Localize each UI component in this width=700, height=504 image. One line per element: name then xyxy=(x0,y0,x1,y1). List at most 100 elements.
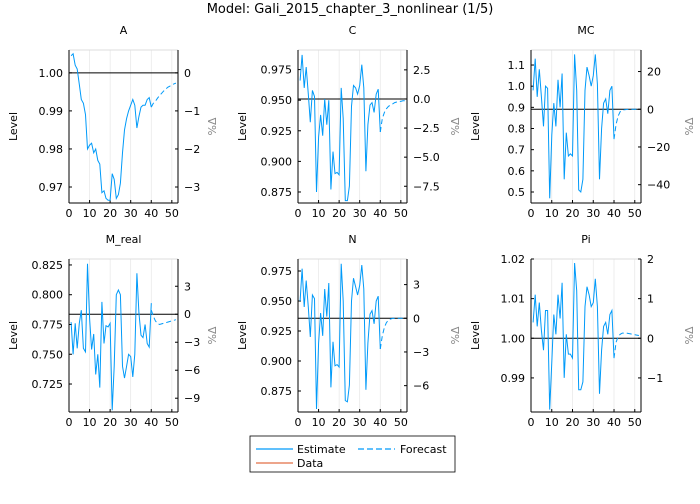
forecast-line xyxy=(613,332,639,359)
x-tick-label: 30 xyxy=(353,416,367,429)
estimate-line xyxy=(70,52,152,201)
x-tick-label: 10 xyxy=(312,416,326,429)
y2-axis-label: %Δ xyxy=(683,117,696,135)
forecast-line xyxy=(379,100,405,133)
y-tick-label: 1.00 xyxy=(501,332,526,345)
y-tick-label: 0.9 xyxy=(508,101,526,114)
subplot-title: N xyxy=(348,233,356,246)
x-tick-label: 30 xyxy=(124,207,138,220)
y2-tick-label: −6 xyxy=(184,364,200,377)
y-axis-label: Level xyxy=(236,112,249,141)
y-tick-label: 1.0 xyxy=(508,80,526,93)
y-tick-label: 0.800 xyxy=(32,289,64,302)
x-tick-label: 20 xyxy=(332,416,346,429)
y2-tick-label: 0 xyxy=(647,103,654,116)
y2-tick-label: 3 xyxy=(184,280,191,293)
x-tick-label: 0 xyxy=(295,416,302,429)
y2-tick-label: −1 xyxy=(647,372,663,385)
subplot-mc: MC 0 10 20 30 40 50 0.5 0.6 0.7 0.8 0.9 1.0 1.1 20 0 −20… xyxy=(469,24,696,220)
y-tick-label: 0.6 xyxy=(508,165,526,178)
y2-tick-label: 0 xyxy=(184,308,191,321)
y-tick-label: 0.950 xyxy=(261,94,293,107)
forecast-line xyxy=(379,317,405,350)
y-tick-label: 0.97 xyxy=(39,181,64,194)
subplot-c: C 0 10 20 30 40 50 0.875 0.900 0.925 0.950 0.975 2.5… xyxy=(236,24,462,220)
x-tick-label: 50 xyxy=(394,416,408,429)
forecast-line xyxy=(613,108,639,140)
y-axis-label: Level xyxy=(7,321,20,350)
legend-box xyxy=(249,435,456,473)
y-tick-label: 0.900 xyxy=(261,355,293,368)
y2-tick-label: 2 xyxy=(647,253,654,266)
y-axis-label: Level xyxy=(7,112,20,141)
y2-tick-label: −9 xyxy=(184,392,200,405)
x-tick-label: 30 xyxy=(586,207,600,220)
x-tick-label: 10 xyxy=(312,207,326,220)
y-tick-label: 0.8 xyxy=(508,123,526,136)
y2-axis-label: %Δ xyxy=(206,326,219,344)
y2-tick-label: −6 xyxy=(413,380,429,393)
y-tick-label: 1.02 xyxy=(501,253,526,266)
y-tick-label: 1.1 xyxy=(508,59,526,72)
x-tick-label: 0 xyxy=(295,207,302,220)
estimate-line xyxy=(70,263,152,411)
y-axis-label: Level xyxy=(236,321,249,350)
y2-tick-label: −3 xyxy=(184,181,200,194)
y-axis-label: Level xyxy=(469,321,482,350)
x-tick-label: 10 xyxy=(83,207,97,220)
x-tick-label: 30 xyxy=(353,207,367,220)
x-tick-label: 30 xyxy=(586,416,600,429)
x-tick-label: 40 xyxy=(607,416,621,429)
subplot-title: A xyxy=(120,24,128,37)
y-tick-label: 0.5 xyxy=(508,186,526,199)
y-tick-label: 0.900 xyxy=(261,155,293,168)
y2-tick-label: 0 xyxy=(647,332,654,345)
estimate-line xyxy=(532,262,615,410)
y2-tick-label: −7.5 xyxy=(413,180,440,193)
y2-tick-label: −5.0 xyxy=(413,151,440,164)
x-tick-label: 50 xyxy=(165,416,179,429)
x-tick-label: 40 xyxy=(144,207,158,220)
x-tick-label: 40 xyxy=(373,416,387,429)
y2-tick-label: −20 xyxy=(647,141,670,154)
subplot-n: N0 10 20 30 40 500.8750.9000.9250.9500.97530−… xyxy=(236,233,462,429)
subplot-a: A 0 10 20 30 40 50 0.97 0.98 0.99 1.00 0 −1 −2 −3 Level… xyxy=(7,24,219,220)
x-tick-label: 50 xyxy=(628,207,642,220)
x-tick-label: 0 xyxy=(66,207,73,220)
y-tick-label: 0.925 xyxy=(261,125,293,138)
x-tick-label: 30 xyxy=(124,416,138,429)
y-tick-label: 0.99 xyxy=(39,105,64,118)
y-tick-label: 0.99 xyxy=(501,372,526,385)
y-tick-label: 0.975 xyxy=(261,64,293,77)
figure-title: Model: Gali_2015_chapter_3_nonlinear (1/… xyxy=(207,2,494,17)
y-tick-label: 0.7 xyxy=(508,144,526,157)
y2-tick-label: −3 xyxy=(184,336,200,349)
y-tick-label: 0.875 xyxy=(261,385,293,398)
x-tick-label: 10 xyxy=(545,207,559,220)
estimate-line xyxy=(299,263,381,410)
x-tick-label: 40 xyxy=(607,207,621,220)
legend-label-data: Data xyxy=(297,457,323,470)
x-tick-label: 50 xyxy=(628,416,642,429)
estimate-line xyxy=(299,54,381,202)
y2-tick-label: −2 xyxy=(184,143,200,156)
x-tick-label: 10 xyxy=(83,416,97,429)
y2-tick-label: 0 xyxy=(184,67,191,80)
x-tick-label: 0 xyxy=(528,416,535,429)
y2-axis-label: %Δ xyxy=(449,326,462,344)
y-tick-label: 0.875 xyxy=(261,186,293,199)
forecast-line xyxy=(150,82,177,108)
y2-tick-label: 0 xyxy=(413,312,420,325)
x-tick-label: 40 xyxy=(373,207,387,220)
x-tick-label: 20 xyxy=(566,416,580,429)
y2-tick-label: 0.0 xyxy=(413,93,431,106)
x-tick-label: 50 xyxy=(394,207,408,220)
y2-tick-label: −3 xyxy=(413,346,429,359)
y-tick-label: 1.01 xyxy=(501,293,526,306)
y2-tick-label: 20 xyxy=(647,66,661,79)
legend: Estimate Forecast Data xyxy=(249,435,456,473)
y2-tick-label: 3 xyxy=(413,279,420,292)
y2-tick-label: 1 xyxy=(647,293,654,306)
